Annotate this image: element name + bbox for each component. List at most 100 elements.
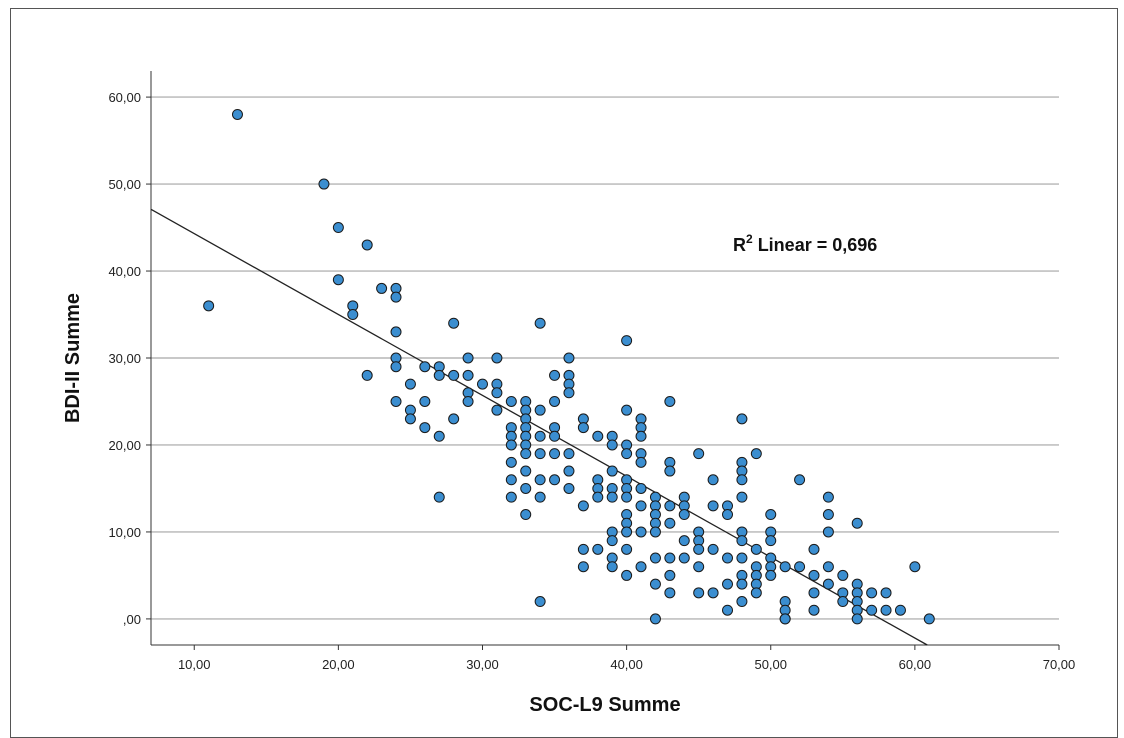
data-point — [664, 587, 676, 599]
y-tick-label: 40,00 — [108, 264, 141, 279]
data-point — [707, 587, 719, 599]
y-axis-title: BDI-II Summe — [62, 293, 84, 423]
data-point — [520, 448, 532, 460]
data-point — [376, 282, 388, 294]
fit-line-layer — [150, 208, 928, 646]
data-point — [419, 422, 431, 434]
data-point — [433, 430, 445, 442]
data-point — [866, 604, 878, 616]
data-point — [635, 561, 647, 573]
data-point — [779, 561, 791, 573]
data-point — [347, 309, 359, 321]
data-point — [707, 543, 719, 555]
data-point — [794, 561, 806, 573]
data-point — [707, 500, 719, 512]
data-points — [203, 108, 935, 625]
data-point — [664, 465, 676, 477]
data-point — [822, 578, 834, 590]
data-point — [621, 526, 633, 538]
data-point — [664, 500, 676, 512]
data-point — [332, 274, 344, 286]
data-point — [419, 361, 431, 373]
data-point — [534, 448, 546, 460]
data-point — [549, 430, 561, 442]
y-tick-label: 30,00 — [108, 351, 141, 366]
r-squared-prefix: R — [733, 235, 746, 255]
data-point — [722, 509, 734, 521]
data-point — [649, 552, 661, 564]
data-point — [621, 543, 633, 555]
data-point — [549, 474, 561, 486]
data-point — [779, 613, 791, 625]
data-point — [750, 543, 762, 555]
data-point — [606, 561, 618, 573]
data-point — [462, 352, 474, 364]
data-point — [822, 509, 834, 521]
y-tick-label: 10,00 — [108, 525, 141, 540]
data-point — [736, 552, 748, 564]
data-point — [505, 439, 517, 451]
data-point — [448, 317, 460, 329]
y-tick-label: ,00 — [123, 612, 141, 627]
data-point — [894, 604, 906, 616]
data-point — [722, 552, 734, 564]
data-point — [851, 517, 863, 529]
data-point — [520, 465, 532, 477]
x-tick-label: 70,00 — [1043, 657, 1076, 672]
data-point — [390, 326, 402, 338]
data-point — [621, 569, 633, 581]
data-point — [621, 335, 633, 347]
data-point — [822, 491, 834, 503]
data-point — [404, 378, 416, 390]
data-point — [693, 448, 705, 460]
data-point — [722, 578, 734, 590]
data-point — [621, 404, 633, 416]
data-point — [750, 587, 762, 599]
r-squared-superscript: 2 — [746, 232, 753, 246]
data-point — [534, 491, 546, 503]
data-point — [404, 413, 416, 425]
data-point — [419, 395, 431, 407]
data-point — [822, 561, 834, 573]
data-point — [736, 578, 748, 590]
regression-line — [150, 208, 928, 646]
data-point — [693, 587, 705, 599]
data-point — [736, 491, 748, 503]
data-point — [534, 430, 546, 442]
data-point — [549, 395, 561, 407]
data-point — [808, 587, 820, 599]
data-point — [505, 395, 517, 407]
data-point — [649, 578, 661, 590]
data-point — [664, 552, 676, 564]
x-tick-label: 50,00 — [754, 657, 787, 672]
data-point — [837, 596, 849, 608]
grid-lines — [151, 96, 1059, 620]
data-point — [534, 404, 546, 416]
data-point — [664, 517, 676, 529]
data-point — [520, 509, 532, 521]
data-point — [722, 604, 734, 616]
data-point — [462, 369, 474, 381]
data-point — [448, 413, 460, 425]
data-point — [433, 491, 445, 503]
data-point — [448, 369, 460, 381]
data-point — [577, 422, 589, 434]
data-point — [534, 317, 546, 329]
data-point — [837, 569, 849, 581]
data-point — [534, 474, 546, 486]
data-point — [563, 482, 575, 494]
data-point — [549, 448, 561, 460]
data-point — [390, 291, 402, 303]
data-point — [505, 474, 517, 486]
data-point — [808, 543, 820, 555]
data-point — [318, 178, 330, 190]
data-point — [635, 456, 647, 468]
data-point — [678, 552, 690, 564]
axes — [146, 71, 1060, 650]
data-point — [736, 474, 748, 486]
data-point — [750, 448, 762, 460]
data-point — [880, 587, 892, 599]
data-point — [592, 491, 604, 503]
data-point — [923, 613, 935, 625]
data-point — [563, 352, 575, 364]
